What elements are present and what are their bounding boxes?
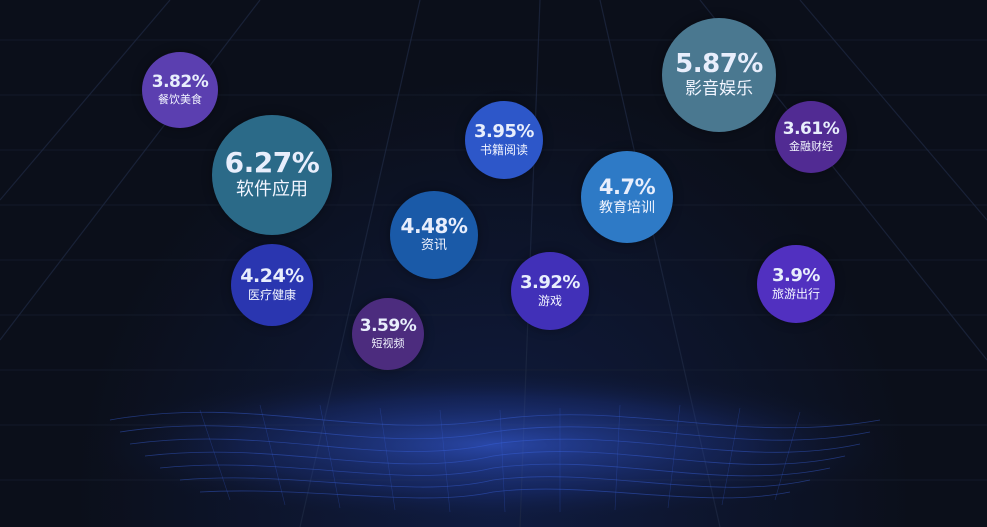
bubble-2: 3.95% 书籍阅读 bbox=[465, 101, 543, 179]
bubble-category-label: 软件应用 bbox=[236, 179, 308, 201]
bubble-category-label: 餐饮美食 bbox=[158, 92, 202, 106]
bubble-value-label: 3.82% bbox=[151, 71, 209, 92]
bubble-value-label: 3.59% bbox=[359, 315, 417, 336]
bubble-10: 3.59% 短视频 bbox=[352, 298, 424, 370]
bubble-value-label: 3.92% bbox=[520, 271, 580, 293]
bubble-category-label: 旅游出行 bbox=[771, 286, 820, 301]
bubble-1: 6.27% 软件应用 bbox=[212, 115, 332, 235]
bubble-value-label: 3.95% bbox=[474, 120, 534, 142]
bubble-category-label: 资讯 bbox=[420, 238, 447, 254]
bubble-3: 5.87% 影音娱乐 bbox=[662, 18, 776, 132]
bubble-4: 3.61% 金融财经 bbox=[775, 101, 847, 173]
bubble-5: 4.7% 教育培训 bbox=[581, 151, 673, 243]
bubble-category-label: 教育培训 bbox=[599, 200, 655, 217]
bubble-value-label: 3.9% bbox=[772, 264, 820, 286]
wave-mesh-glow bbox=[73, 365, 913, 525]
bubble-value-label: 6.27% bbox=[224, 146, 320, 180]
bubble-category-label: 影音娱乐 bbox=[685, 78, 753, 99]
bubble-value-label: 4.24% bbox=[240, 265, 304, 288]
bubble-value-label: 5.87% bbox=[675, 48, 763, 79]
bubble-value-label: 4.48% bbox=[400, 214, 468, 239]
bubble-value-label: 4.7% bbox=[598, 175, 656, 200]
bubble-7: 4.24% 医疗健康 bbox=[231, 244, 313, 326]
bubble-category-label: 游戏 bbox=[537, 293, 562, 308]
bubble-category-label: 短视频 bbox=[371, 336, 405, 350]
bubble-category-label: 书籍阅读 bbox=[479, 142, 528, 157]
bubble-0: 3.82% 餐饮美食 bbox=[142, 52, 218, 128]
bubble-6: 4.48% 资讯 bbox=[390, 191, 478, 279]
bubble-category-label: 医疗健康 bbox=[247, 288, 296, 303]
bubble-value-label: 3.61% bbox=[782, 118, 840, 139]
bubble-9: 3.9% 旅游出行 bbox=[757, 245, 835, 323]
wave-mesh-lines bbox=[109, 411, 881, 499]
bubble-8: 3.92% 游戏 bbox=[511, 252, 589, 330]
bubble-category-label: 金融财经 bbox=[789, 139, 833, 153]
wave-mesh-cross-lines bbox=[199, 404, 801, 513]
